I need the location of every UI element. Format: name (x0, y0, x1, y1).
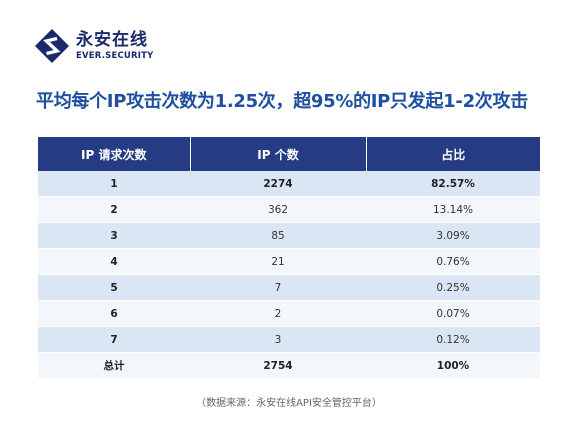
brand-text: 永安在线 EVER.SECURITY (76, 30, 153, 62)
table-row: 1 2274 82.57% (38, 171, 540, 197)
cell-ip-count: 2274 (190, 171, 366, 197)
cell-request-count: 6 (38, 300, 190, 327)
cell-total-percentage: 100% (366, 352, 540, 379)
cell-percentage: 13.14% (366, 196, 540, 223)
cell-request-count: 2 (38, 196, 190, 223)
cell-request-count: 3 (38, 222, 190, 249)
table-row: 3 85 3.09% (38, 222, 540, 249)
cell-percentage: 0.76% (366, 248, 540, 275)
cell-request-count: 1 (38, 171, 190, 197)
cell-ip-count: 85 (190, 222, 366, 249)
table-row: 7 3 0.12% (38, 326, 540, 353)
cell-ip-count: 2 (190, 300, 366, 327)
cell-ip-count: 21 (190, 248, 366, 275)
brand-logo: 永安在线 EVER.SECURITY (34, 26, 153, 66)
cell-percentage: 82.57% (366, 171, 540, 197)
table-header-row: IP 请求次数 IP 个数 占比 (38, 137, 540, 171)
cell-total-ip-count: 2754 (190, 352, 366, 379)
cell-percentage: 0.12% (366, 326, 540, 353)
brand-name-en: EVER.SECURITY (76, 51, 154, 61)
header-percentage: 占比 (366, 137, 540, 171)
table-row: 5 7 0.25% (38, 274, 540, 301)
table-total-row: 总计 2754 100% (38, 352, 540, 379)
cell-percentage: 3.09% (366, 222, 540, 249)
table-row: 6 2 0.07% (38, 300, 540, 327)
cell-request-count: 4 (38, 248, 190, 275)
cell-ip-count: 362 (190, 196, 366, 223)
cell-total-label: 总计 (38, 352, 190, 379)
header-ip-count: IP 个数 (190, 137, 367, 171)
data-source-note: （数据来源：永安在线API安全管控平台） (196, 398, 382, 409)
cell-ip-count: 3 (190, 326, 366, 353)
cell-percentage: 0.07% (366, 300, 540, 327)
brand-name-cn: 永安在线 (76, 30, 148, 50)
page-headline: 平均每个IP攻击次数为1.25次，超95%的IP只发起1-2次攻击 (36, 91, 528, 112)
table-row: 4 21 0.76% (38, 248, 540, 275)
ip-request-table: IP 请求次数 IP 个数 占比 1 2274 82.57% 2 362 13.… (38, 137, 540, 379)
header-request-count: IP 请求次数 (38, 137, 191, 171)
cell-percentage: 0.25% (366, 274, 540, 301)
cell-request-count: 7 (38, 326, 190, 353)
cell-ip-count: 7 (190, 274, 366, 301)
table-row: 2 362 13.14% (38, 196, 540, 223)
cell-request-count: 5 (38, 274, 190, 301)
ever-security-logo-icon (35, 29, 69, 63)
